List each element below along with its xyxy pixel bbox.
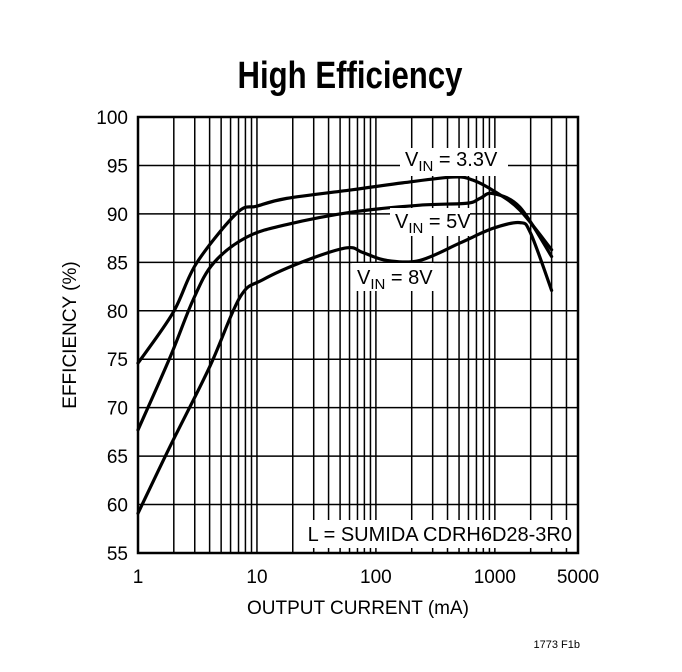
series-line — [136, 191, 554, 432]
x-axis-label: OUTPUT CURRENT (mA) — [247, 598, 469, 619]
x-tick-label: 100 — [360, 567, 392, 588]
y-tick-label: 75 — [107, 350, 128, 371]
y-tick-label: 60 — [107, 496, 128, 517]
series-line — [136, 220, 554, 515]
y-tick-label: 95 — [107, 156, 128, 177]
figure-id: 1773 F1b — [534, 639, 580, 651]
plot-frame — [136, 115, 580, 555]
y-tick-label: 100 — [96, 108, 128, 129]
y-tick-label: 80 — [107, 302, 128, 323]
series-label-bg — [352, 263, 434, 291]
labels: VIN = 3.3V VIN = 5V VIN = 8V L = SUMIDA CDR… — [298, 148, 574, 548]
x-tick-label: 10 — [246, 567, 267, 588]
inductor-annotation: L = SUMIDA CDRH6D28-3R0 — [308, 524, 572, 546]
annotation-bg — [298, 520, 574, 548]
y-tick-label: 55 — [107, 544, 128, 565]
y-tick-label: 85 — [107, 253, 128, 274]
series-label-bg — [400, 148, 508, 176]
y-tick-label: 70 — [107, 399, 128, 420]
series-label: VIN = 8V — [357, 267, 433, 293]
x-tick-label: 1 — [133, 567, 144, 588]
y-tick-label: 90 — [107, 205, 128, 226]
series-label: VIN = 5V — [395, 211, 471, 237]
series-label: VIN = 3.3V — [405, 149, 498, 175]
x-tick-label: 5000 — [557, 567, 599, 588]
curves — [136, 175, 554, 515]
x-tick-label: 1000 — [474, 567, 516, 588]
grid: 55 60 65 70 75 80 85 90 95 100 1 10 100 1000 5000 — [96, 108, 599, 588]
chart-title: High Efficiency — [237, 55, 463, 97]
y-axis-label: EFFICIENCY (%) — [60, 261, 81, 408]
series-line — [136, 175, 554, 365]
y-tick-label: 65 — [107, 447, 128, 468]
series-label-bg — [390, 208, 470, 236]
